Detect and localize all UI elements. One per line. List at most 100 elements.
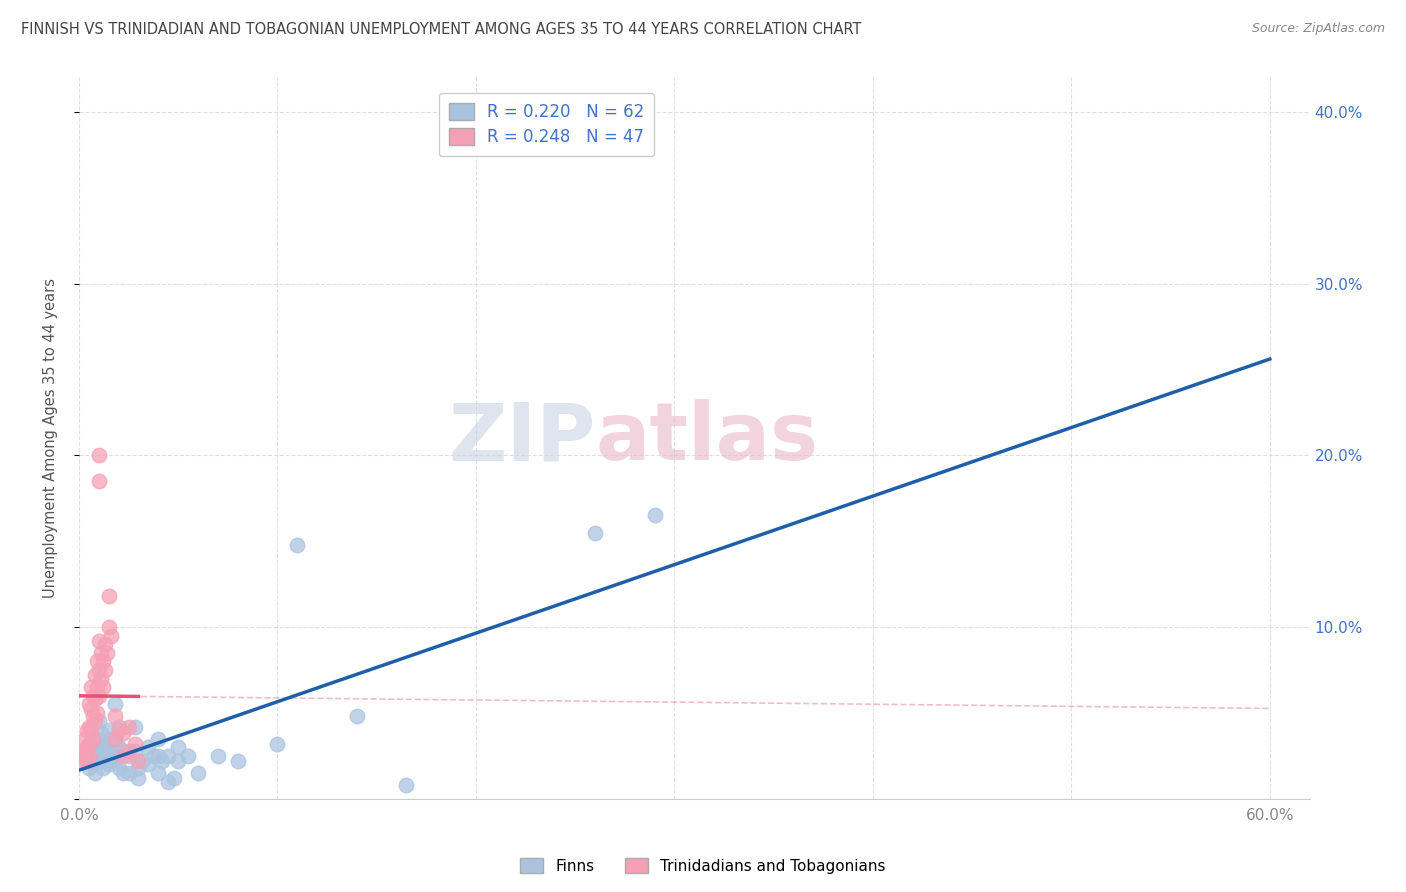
Point: [157, 748, 180, 763]
Point: [644, 508, 666, 523]
Point: [76, 723, 98, 737]
Point: [86, 706, 108, 720]
Point: [86, 748, 108, 763]
Point: [90, 726, 112, 740]
Point: [86, 731, 108, 746]
Point: [104, 709, 127, 723]
Point: [128, 771, 150, 785]
Point: [91, 761, 114, 775]
Point: [107, 761, 129, 775]
Point: [91, 654, 114, 668]
Point: [76, 740, 98, 755]
Point: [107, 720, 129, 734]
Point: [128, 754, 150, 768]
Point: [100, 629, 122, 643]
Point: [104, 754, 127, 768]
Point: [82, 731, 104, 746]
Point: [87, 448, 110, 462]
Point: [80, 680, 103, 694]
Point: [148, 731, 170, 746]
Point: [97, 757, 120, 772]
Point: [167, 740, 190, 755]
Point: [77, 748, 100, 763]
Point: [90, 646, 112, 660]
Point: [72, 754, 94, 768]
Point: [124, 737, 146, 751]
Point: [101, 748, 124, 763]
Point: [77, 720, 100, 734]
Point: [91, 748, 114, 763]
Point: [87, 633, 110, 648]
Point: [83, 714, 105, 729]
Point: [76, 754, 98, 768]
Point: [150, 754, 173, 768]
Point: [86, 654, 108, 668]
Point: [73, 744, 96, 758]
Point: [104, 737, 127, 751]
Point: [100, 731, 122, 746]
Point: [117, 748, 139, 763]
Point: [143, 748, 166, 763]
Point: [138, 757, 160, 772]
Point: [395, 778, 418, 792]
Point: [77, 737, 100, 751]
Point: [83, 692, 105, 706]
Point: [86, 680, 108, 694]
Point: [107, 740, 129, 755]
Point: [82, 757, 104, 772]
Point: [94, 637, 117, 651]
Point: [87, 689, 110, 703]
Point: [111, 744, 134, 758]
Point: [87, 474, 110, 488]
Point: [177, 748, 200, 763]
Point: [87, 740, 110, 755]
Point: [87, 663, 110, 677]
Point: [163, 771, 186, 785]
Point: [285, 538, 308, 552]
Point: [96, 646, 118, 660]
Point: [80, 737, 103, 751]
Point: [97, 740, 120, 755]
Point: [91, 680, 114, 694]
Point: [266, 737, 288, 751]
Point: [94, 754, 117, 768]
Point: [80, 748, 103, 763]
Point: [104, 698, 127, 712]
Point: [117, 766, 139, 780]
Point: [73, 748, 96, 763]
Point: [80, 723, 103, 737]
Point: [94, 737, 117, 751]
Point: [77, 698, 100, 712]
Y-axis label: Unemployment Among Ages 35 to 44 years: Unemployment Among Ages 35 to 44 years: [44, 278, 58, 599]
Point: [87, 714, 110, 729]
Text: atlas: atlas: [596, 399, 818, 477]
Point: [104, 731, 127, 746]
Point: [96, 744, 118, 758]
Point: [226, 754, 249, 768]
Point: [131, 754, 153, 768]
Point: [83, 668, 105, 682]
Point: [77, 740, 100, 755]
Point: [167, 754, 190, 768]
Legend: R = 0.220   N = 62, R = 0.248   N = 47: R = 0.220 N = 62, R = 0.248 N = 47: [439, 93, 654, 156]
Point: [80, 702, 103, 716]
Point: [124, 744, 146, 758]
Point: [107, 723, 129, 737]
Point: [76, 754, 98, 768]
Point: [97, 620, 120, 634]
Legend: Finns, Trinidadians and Tobagonians: Finns, Trinidadians and Tobagonians: [515, 852, 891, 880]
Point: [111, 748, 134, 763]
Point: [82, 709, 104, 723]
Point: [87, 754, 110, 768]
Point: [157, 774, 180, 789]
Point: [97, 589, 120, 603]
Point: [73, 731, 96, 746]
Point: [117, 720, 139, 734]
Point: [138, 740, 160, 755]
Point: [83, 744, 105, 758]
Point: [148, 748, 170, 763]
Text: Source: ZipAtlas.com: Source: ZipAtlas.com: [1251, 22, 1385, 36]
Point: [97, 723, 120, 737]
Point: [111, 766, 134, 780]
Point: [346, 709, 368, 723]
